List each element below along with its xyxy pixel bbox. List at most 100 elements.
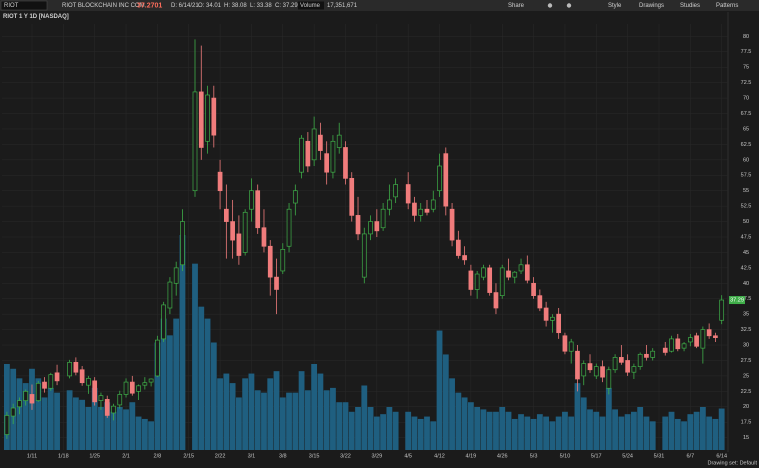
last-price: 37.2701 (137, 2, 162, 9)
y-tick-label: 45 (743, 250, 749, 256)
candle-body (481, 267, 486, 278)
toolbar-button[interactable]: Patterns (716, 3, 738, 9)
volume-label: Volume (300, 3, 321, 9)
volume-bar (292, 392, 299, 450)
volume-bar (499, 407, 506, 450)
candle-body (155, 339, 160, 377)
volume-bar (461, 397, 468, 450)
symbol[interactable]: RIOT (4, 3, 19, 9)
candle-body (675, 338, 681, 350)
candle-body (305, 140, 311, 167)
candle-body (499, 267, 505, 297)
volume-bar (706, 416, 713, 450)
x-tick-label: 5/17 (591, 453, 602, 459)
volume-bar (141, 418, 148, 450)
volume-bar (41, 397, 48, 450)
candle-body (73, 361, 79, 373)
volume-bar (599, 416, 606, 450)
x-tick-label: 3/22 (340, 453, 351, 459)
y-tick-label: 72.5 (741, 80, 752, 86)
volume-bar (54, 392, 60, 450)
toolbar-button[interactable]: Drawings (639, 3, 664, 9)
volume-bar (22, 383, 29, 450)
volume-bar (223, 373, 230, 450)
volume-bar (455, 392, 462, 450)
volume-bar (417, 418, 424, 450)
y-tick-label: 37.5 (741, 296, 752, 302)
volume-bar (467, 402, 474, 450)
y-tick-label: 25 (743, 373, 749, 379)
candle-body (443, 153, 449, 207)
volume-bar (330, 387, 336, 450)
volume-bar (618, 416, 625, 450)
candle-body (349, 177, 355, 216)
y-tick-label: 60 (743, 157, 749, 163)
x-tick-label: 4/5 (404, 453, 412, 459)
candle-body (92, 380, 98, 403)
volume-bar (311, 364, 318, 450)
x-tick-label: 4/12 (434, 453, 445, 459)
volume-bar (712, 418, 719, 450)
volume-bar (411, 416, 418, 450)
candle-body (104, 399, 110, 416)
candle-body (474, 273, 480, 290)
candle-body (625, 360, 630, 373)
volume-bar (173, 318, 180, 450)
y-tick-label: 32.5 (741, 327, 752, 333)
y-tick-label: 40 (743, 281, 749, 287)
volume-bar (323, 390, 330, 450)
candle-body (17, 400, 22, 408)
y-tick-label: 77.5 (741, 49, 752, 55)
candle-body (600, 366, 605, 378)
candle-body (111, 405, 116, 414)
candle-body (35, 382, 41, 401)
icon[interactable] (566, 3, 572, 8)
y-tick-label: 70 (743, 96, 749, 102)
volume-bar (4, 364, 10, 450)
candle-body (224, 208, 229, 222)
x-tick-label: 5/10 (560, 453, 571, 459)
candle-body (719, 299, 725, 321)
header-high: H: 38.08 (224, 3, 247, 9)
volume-bar (555, 416, 562, 450)
volume-bar (91, 387, 98, 450)
y-tick-label: 22.5 (741, 389, 752, 395)
y-tick-label: 47.5 (741, 234, 752, 240)
volume-bar (518, 414, 524, 450)
toolbar-button[interactable]: Share (508, 3, 525, 9)
volume-bar (342, 402, 349, 450)
y-tick-label: 55 (743, 188, 749, 194)
volume-bar (530, 418, 537, 450)
candle-body (669, 338, 674, 352)
candle-body (292, 190, 298, 204)
volume-bar (129, 402, 136, 450)
candle-body (412, 202, 417, 216)
toolbar-button[interactable]: Style (608, 3, 622, 9)
icon[interactable] (547, 3, 553, 8)
volume-bar (486, 411, 493, 450)
volume-bar (693, 411, 700, 450)
y-tick-label: 57.5 (741, 173, 752, 179)
toolbar-button[interactable]: Studies (680, 3, 700, 9)
volume-bar (79, 399, 86, 450)
volume-bar (355, 407, 361, 450)
candle-body (23, 390, 29, 401)
header-close: C: 37.29 (275, 3, 298, 9)
candle-body (387, 199, 392, 210)
volume-bar (442, 354, 449, 450)
volume-bar (386, 407, 393, 450)
volume-bar (229, 383, 236, 450)
candle-body (299, 137, 304, 173)
header-date: D: 6/14/21 (171, 3, 199, 9)
candle-body (662, 347, 668, 353)
volume-bar (668, 411, 675, 450)
symbol-box[interactable] (0, 0, 48, 11)
volume-bar (160, 318, 167, 450)
candle-body (4, 415, 10, 435)
candle-body (129, 381, 135, 394)
y-tick-label: 27.5 (741, 358, 752, 364)
candle-body (361, 233, 367, 278)
volume-bar (505, 411, 512, 450)
